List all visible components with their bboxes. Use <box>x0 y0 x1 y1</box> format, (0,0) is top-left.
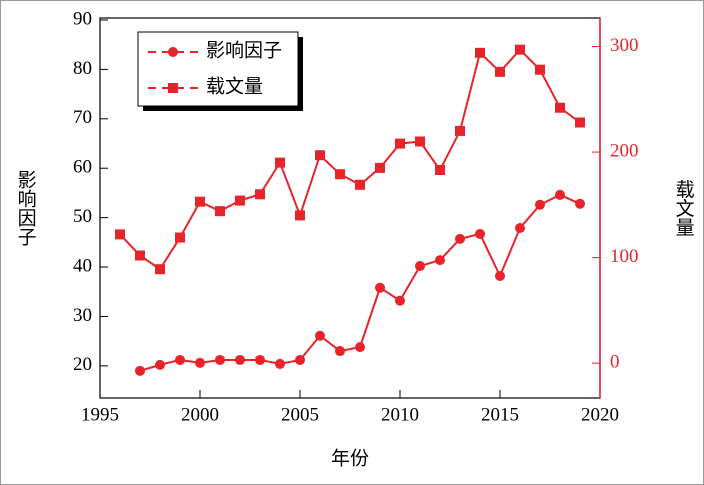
marker <box>555 102 565 113</box>
y-tick-label: 80 <box>73 58 92 79</box>
marker <box>275 157 285 168</box>
y-axis-label: 影响因子 <box>15 170 37 246</box>
marker <box>575 117 585 128</box>
x-tick-label: 2020 <box>581 404 619 425</box>
x-tick-label: 2000 <box>181 404 219 425</box>
marker <box>115 229 125 240</box>
marker <box>575 198 585 209</box>
marker <box>515 44 525 55</box>
marker <box>475 228 485 239</box>
marker <box>535 64 545 75</box>
marker <box>475 47 485 58</box>
y2-tick-label: 0 <box>610 352 620 373</box>
marker <box>195 196 205 207</box>
legend-marker <box>168 83 178 93</box>
marker <box>535 199 545 210</box>
y-tick-label: 60 <box>73 157 92 178</box>
marker <box>135 365 145 376</box>
marker <box>175 354 185 365</box>
marker <box>315 150 325 161</box>
marker <box>395 295 405 306</box>
y2-tick-label: 100 <box>610 246 639 267</box>
legend-label: 载文量 <box>206 75 263 97</box>
x-tick-label: 1995 <box>81 404 119 425</box>
marker <box>375 162 385 173</box>
marker <box>195 357 205 368</box>
marker <box>435 165 445 175</box>
marker <box>255 354 265 365</box>
marker <box>415 136 425 147</box>
x-tick-label: 2010 <box>381 404 419 425</box>
y-tick-label: 30 <box>73 305 92 326</box>
x-tick-label: 2015 <box>481 404 519 425</box>
legend-marker <box>168 47 178 57</box>
x-axis-label: 年份 <box>331 447 369 469</box>
marker <box>555 189 565 200</box>
marker <box>135 250 145 261</box>
x-tick-label: 2005 <box>281 404 319 425</box>
marker <box>515 223 525 234</box>
marker <box>455 233 465 244</box>
marker <box>215 206 225 217</box>
y-tick-label: 90 <box>73 8 92 29</box>
marker <box>495 270 505 281</box>
y-tick-label: 70 <box>73 107 92 128</box>
marker <box>435 255 445 266</box>
marker <box>355 342 365 353</box>
y-tick-label: 40 <box>73 255 92 276</box>
marker <box>155 359 165 370</box>
y2-tick-label: 200 <box>610 140 639 161</box>
marker <box>375 282 385 293</box>
marker <box>335 346 345 357</box>
marker <box>155 264 165 275</box>
marker <box>455 125 465 136</box>
marker <box>295 210 305 221</box>
marker <box>395 138 405 149</box>
marker <box>275 358 285 369</box>
marker <box>415 261 425 272</box>
marker <box>215 354 225 365</box>
marker <box>235 354 245 365</box>
y2-tick-label: 300 <box>610 35 639 56</box>
marker <box>495 66 505 77</box>
y-tick-label: 20 <box>73 354 92 375</box>
legend <box>137 31 299 107</box>
marker <box>355 179 365 190</box>
marker <box>315 330 325 341</box>
y-tick-label: 50 <box>73 206 92 227</box>
marker <box>255 189 265 200</box>
marker <box>335 169 345 180</box>
marker <box>175 232 185 243</box>
marker <box>295 354 305 365</box>
legend-label: 影响因子 <box>206 39 282 61</box>
y2-axis-label: 载文量 <box>673 179 695 236</box>
marker <box>235 195 245 206</box>
